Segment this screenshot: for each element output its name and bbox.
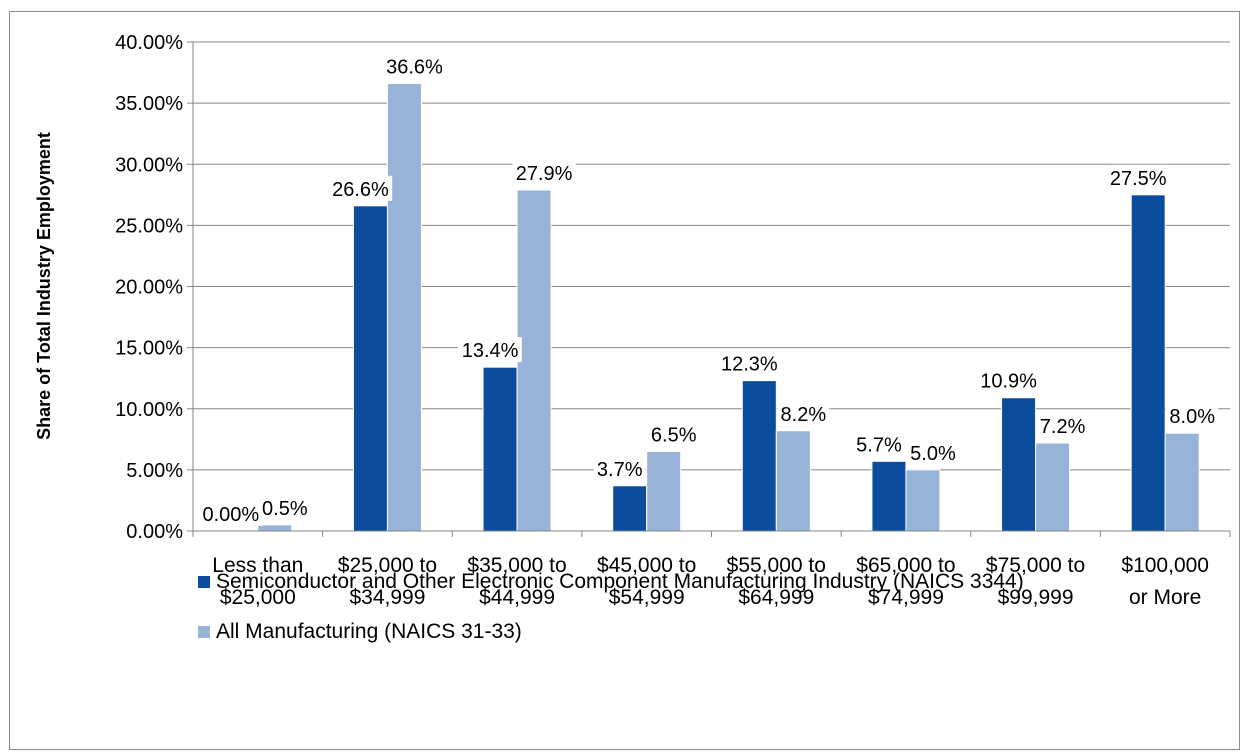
data-label: 36.6% [386, 57, 443, 79]
data-label-bg [593, 455, 646, 481]
y-tick-label: 35.00% [115, 93, 183, 115]
data-label-bg [852, 431, 905, 457]
y-tick-label: 0.00% [126, 521, 183, 543]
bar [1035, 442, 1071, 532]
y-axis-title: Share of Total Industry Employment [34, 132, 54, 440]
data-label-bg [647, 421, 700, 447]
data-label: 0.5% [262, 498, 308, 520]
legend-item-all-manufacturing: All Manufacturing (NAICS 31-33) [198, 620, 522, 644]
data-label-bg [512, 159, 576, 185]
data-label: 6.5% [651, 425, 697, 447]
bar [775, 430, 811, 532]
data-label: 7.2% [1040, 416, 1086, 438]
data-label: 0.00% [202, 504, 259, 526]
y-tick-label: 40.00% [115, 32, 183, 54]
data-label-bg [777, 400, 830, 426]
data-label: 10.9% [980, 371, 1037, 393]
data-label-bg [458, 337, 522, 363]
legend-swatch-all-manufacturing [198, 626, 210, 638]
x-tick-label: $65,000 to $74,999 [856, 554, 955, 609]
legend-item-semiconductor: Semiconductor and Other Electronic Compo… [198, 570, 1024, 594]
bar [386, 83, 422, 532]
y-tick-label: 10.00% [115, 399, 183, 421]
data-label: 27.9% [516, 163, 573, 185]
data-label: 3.7% [597, 459, 643, 481]
bar [741, 380, 777, 532]
data-label-bg [976, 367, 1041, 393]
bar [352, 205, 388, 532]
data-label-bg [328, 175, 393, 201]
legend-swatch-semiconductor [198, 576, 210, 588]
bar [612, 485, 648, 532]
data-label: 27.5% [1110, 168, 1167, 190]
data-label: 26.6% [332, 179, 389, 201]
data-label-bg [1166, 403, 1219, 429]
data-label-bg [717, 350, 782, 376]
x-tick-label: Less than $25,000 [212, 554, 303, 609]
x-tick-label: $55,000 to $64,999 [727, 554, 826, 609]
data-label-bg [382, 53, 447, 79]
data-label: 13.4% [462, 340, 519, 362]
x-tick-label: $35,000 to $44,999 [467, 554, 566, 609]
data-label: 5.7% [856, 434, 902, 456]
y-tick-label: 5.00% [126, 460, 183, 482]
data-label: 8.2% [781, 404, 827, 426]
y-tick-label: 15.00% [115, 338, 183, 360]
data-label-bg [1036, 412, 1089, 438]
bar [905, 469, 941, 532]
data-label-bg [906, 439, 959, 465]
x-tick-label: $100,000 or More [1121, 554, 1209, 609]
data-label-bg [199, 501, 263, 526]
x-tick-label: $75,000 to $99,999 [986, 554, 1085, 609]
bar [646, 451, 682, 532]
y-tick-label: 30.00% [115, 154, 183, 176]
y-tick-label: 20.00% [115, 277, 183, 299]
data-label-bg [258, 494, 311, 520]
bar [1164, 432, 1200, 532]
x-tick-label: $25,000 to $34,999 [338, 554, 437, 609]
bar [871, 460, 907, 532]
x-tick-label: $45,000 to $54,999 [597, 554, 696, 609]
data-label: 5.0% [910, 443, 956, 465]
bar [257, 524, 293, 532]
data-label-bg [1106, 164, 1170, 190]
legend-label-semiconductor: Semiconductor and Other Electronic Compo… [216, 570, 1024, 593]
data-label: 12.3% [721, 354, 778, 376]
y-tick-label: 25.00% [115, 215, 183, 237]
bar [516, 189, 552, 532]
legend-label-all-manufacturing: All Manufacturing (NAICS 31-33) [216, 620, 522, 643]
bar [1130, 194, 1166, 532]
bar [1001, 397, 1037, 532]
data-label: 8.0% [1169, 406, 1215, 428]
bar [482, 366, 518, 532]
